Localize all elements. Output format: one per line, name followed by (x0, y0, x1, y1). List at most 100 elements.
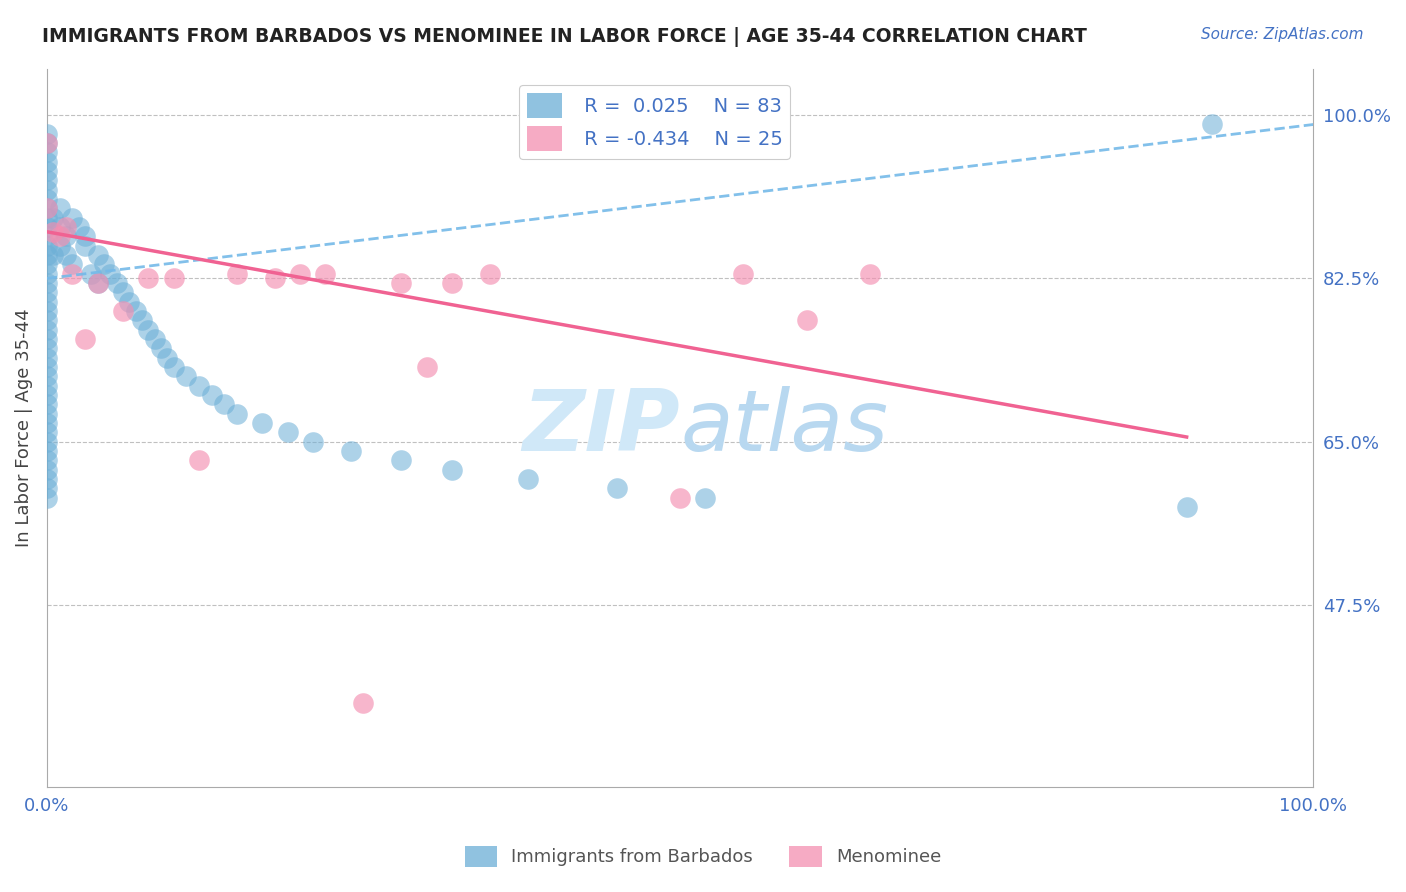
Point (225, 407, 247, 421)
Point (35, 472, 58, 486)
Point (111, 285, 134, 300)
Point (35, 183, 58, 197)
Point (35, 276, 58, 290)
Point (225, 267, 247, 281)
Point (315, 267, 337, 281)
Point (55, 248, 77, 262)
Point (35, 267, 58, 281)
Point (263, 271, 285, 285)
Point (35, 313, 58, 327)
Legend:  R =  0.025    N = 83,  R = -0.434    N = 25: R = 0.025 N = 83, R = -0.434 N = 25 (519, 86, 790, 159)
Point (156, 351, 179, 365)
Point (35, 145, 58, 160)
Point (212, 397, 235, 411)
Point (35, 173, 58, 187)
Point (111, 304, 134, 318)
Point (136, 271, 159, 285)
Point (55, 220, 77, 235)
Point (416, 359, 439, 374)
Point (35, 444, 58, 458)
Point (93, 257, 115, 271)
Point (1175, 500, 1198, 514)
Point (67, 220, 90, 235)
Point (35, 369, 58, 384)
Point (42, 211, 65, 225)
Point (162, 271, 184, 285)
Point (98, 267, 121, 281)
Point (35, 407, 58, 421)
Point (288, 267, 311, 281)
Point (48, 202, 70, 216)
Point (35, 351, 58, 365)
Point (35, 154, 58, 169)
Point (35, 342, 58, 356)
Point (86, 248, 108, 262)
Point (35, 192, 58, 206)
Point (35, 294, 58, 309)
Point (48, 229, 70, 244)
Point (48, 239, 70, 253)
Point (35, 239, 58, 253)
Point (35, 388, 58, 402)
Point (796, 313, 818, 327)
Point (35, 211, 58, 225)
Point (35, 416, 58, 430)
Point (60, 211, 83, 225)
Point (35, 257, 58, 271)
Point (131, 313, 153, 327)
Point (669, 491, 692, 505)
Point (35, 285, 58, 300)
Point (35, 359, 58, 374)
Point (118, 294, 141, 309)
Point (42, 248, 65, 262)
Point (42, 225, 65, 239)
Point (441, 463, 464, 477)
Point (162, 359, 184, 374)
Point (55, 229, 77, 244)
Point (391, 453, 413, 467)
Legend: Immigrants from Barbados, Menominee: Immigrants from Barbados, Menominee (457, 838, 949, 874)
Point (353, 696, 375, 710)
Point (187, 378, 209, 392)
Point (136, 323, 159, 337)
Point (35, 248, 58, 262)
Point (124, 304, 146, 318)
Point (250, 416, 273, 430)
Point (301, 434, 323, 449)
Point (695, 491, 717, 505)
Point (60, 267, 83, 281)
Point (35, 434, 58, 449)
Point (35, 220, 58, 235)
Point (517, 472, 540, 486)
Point (187, 453, 209, 467)
Point (35, 304, 58, 318)
Point (73, 229, 96, 244)
Point (35, 136, 58, 150)
Text: ZIP: ZIP (523, 386, 681, 469)
Point (35, 127, 58, 141)
Point (149, 342, 172, 356)
Point (200, 388, 222, 402)
Point (35, 229, 58, 244)
Point (80, 267, 103, 281)
Point (35, 332, 58, 346)
Point (174, 369, 197, 384)
Point (35, 453, 58, 467)
Point (73, 332, 96, 346)
Point (35, 202, 58, 216)
Point (60, 257, 83, 271)
Point (35, 164, 58, 178)
Point (35, 397, 58, 411)
Point (35, 425, 58, 440)
Point (105, 276, 128, 290)
Point (35, 463, 58, 477)
Point (391, 276, 413, 290)
Point (35, 323, 58, 337)
Point (35, 202, 58, 216)
Point (859, 267, 882, 281)
Point (86, 276, 108, 290)
Point (35, 378, 58, 392)
Point (35, 481, 58, 495)
Point (35, 491, 58, 505)
Point (479, 267, 502, 281)
